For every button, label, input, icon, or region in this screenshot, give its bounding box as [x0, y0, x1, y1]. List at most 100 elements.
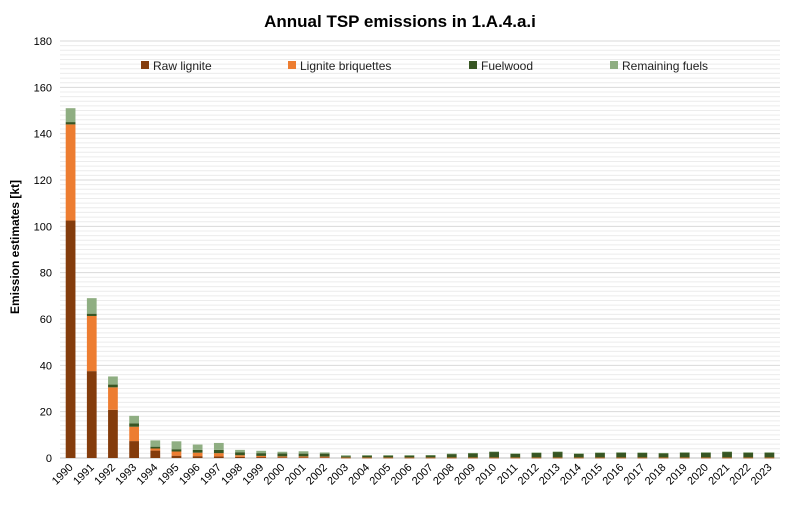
- bar-segment: [108, 384, 118, 388]
- legend-label: Fuelwood: [481, 59, 533, 73]
- bar-segment: [171, 449, 182, 452]
- bar-segment: [404, 457, 415, 459]
- bar-segment: [277, 453, 288, 457]
- bar-segment: [235, 456, 245, 458]
- legend-swatch: [288, 61, 296, 69]
- bar-segment: [277, 457, 288, 458]
- bar-segment: [213, 449, 224, 454]
- bar-segment: [510, 453, 521, 454]
- bar-segment: [277, 456, 288, 458]
- bar-segment: [531, 457, 542, 459]
- bar-segment: [298, 456, 309, 458]
- bars: [65, 108, 775, 459]
- bar-segment: [86, 315, 97, 372]
- bar-segment: [446, 457, 457, 459]
- bar-segment: [743, 452, 754, 458]
- bar-segment: [256, 450, 267, 454]
- chart-title: Annual TSP emissions in 1.A.4.a.i: [264, 12, 536, 31]
- bar-segment: [637, 457, 648, 459]
- legend-label: Lignite briquettes: [300, 59, 391, 73]
- bar-segment: [552, 451, 563, 453]
- bar-segment: [362, 454, 372, 456]
- bar-segment: [468, 452, 478, 454]
- bar-segment: [764, 457, 775, 459]
- bar-segment: [256, 455, 267, 458]
- bar-segment: [573, 453, 584, 458]
- bar-segment: [65, 220, 76, 458]
- legend: Raw lignite Lignite briquettes Fuelwood Rem…: [141, 59, 708, 73]
- bar-segment: [425, 457, 436, 459]
- bar-segment: [171, 441, 182, 450]
- bar-segment: [108, 376, 118, 385]
- bar-segment: [213, 442, 224, 450]
- bar-segment: [341, 456, 351, 458]
- legend-swatch: [610, 61, 618, 69]
- bar-segment: [595, 452, 605, 454]
- legend-label: Raw lignite: [153, 59, 212, 73]
- bar-segment: [531, 452, 542, 454]
- bar-segment: [679, 452, 690, 458]
- bar-segment: [86, 313, 97, 316]
- y-tick-label: 40: [40, 360, 52, 372]
- bar-segment: [129, 441, 139, 458]
- bar-segment: [362, 455, 372, 458]
- bar-segment: [235, 449, 245, 453]
- bar-segment: [658, 457, 669, 459]
- y-tick-label: 140: [34, 129, 52, 141]
- y-tick-label: 100: [34, 221, 52, 233]
- bar-segment: [213, 456, 224, 458]
- bar-segment: [489, 457, 499, 459]
- legend-swatch: [141, 61, 149, 69]
- bar-segment: [341, 455, 351, 457]
- bar-segment: [616, 452, 627, 453]
- bar-segment: [108, 409, 118, 458]
- bar-segment: [129, 415, 139, 424]
- bar-segment: [383, 455, 394, 458]
- bar-segment: [658, 452, 669, 454]
- bar-segment: [150, 448, 161, 451]
- bar-segment: [362, 457, 372, 459]
- y-tick-label: 120: [34, 175, 52, 187]
- bar-segment: [701, 457, 711, 459]
- bar-segment: [616, 452, 627, 458]
- bar-segment: [192, 452, 203, 457]
- bar-segment: [319, 456, 330, 458]
- bar-segment: [277, 451, 288, 454]
- bar-segment: [701, 452, 711, 458]
- y-axis-label: Emission estimates [kt]: [8, 180, 22, 314]
- bar-segment: [256, 453, 267, 456]
- bar-segment: [425, 455, 436, 458]
- bar-segment: [658, 453, 669, 458]
- bar-segment: [552, 451, 563, 458]
- bar-segment: [573, 453, 584, 454]
- bar-segment: [298, 451, 309, 454]
- bar-segment: [446, 454, 457, 458]
- bar-segment: [764, 452, 775, 458]
- bar-segment: [595, 452, 605, 458]
- bar-segment: [425, 454, 436, 456]
- bar-segment: [129, 426, 139, 442]
- bar-segment: [468, 453, 478, 458]
- bar-segment: [150, 440, 161, 447]
- legend-swatch: [469, 61, 477, 69]
- bar-segment: [235, 452, 245, 456]
- bar-segment: [489, 451, 499, 458]
- bar-segment: [65, 122, 76, 125]
- bar-segment: [595, 457, 605, 459]
- bar-segment: [65, 108, 76, 123]
- bar-segment: [489, 451, 499, 453]
- y-tick-label: 160: [34, 82, 52, 94]
- bar-segment: [319, 457, 330, 458]
- bar-segment: [341, 457, 351, 459]
- y-axis-ticks: 0 20 40 60 80 100 120 140 160 180: [34, 36, 52, 465]
- bar-segment: [150, 450, 161, 458]
- bar-segment: [743, 452, 754, 453]
- bar-segment: [637, 452, 648, 458]
- bar-segment: [722, 457, 732, 459]
- bar-segment: [256, 457, 267, 458]
- bar-segment: [531, 452, 542, 458]
- bar-segment: [150, 446, 161, 449]
- bar-segment: [192, 449, 203, 453]
- bar-segment: [192, 456, 203, 458]
